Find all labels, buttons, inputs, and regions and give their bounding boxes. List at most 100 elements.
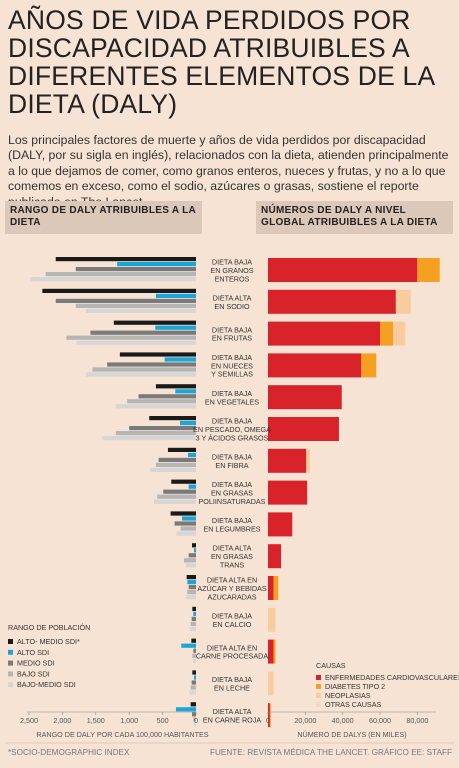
right-bar: [268, 480, 308, 505]
category-label-line: EN LEGUMBRES: [203, 525, 260, 534]
category-label-line: EN GRASAS: [211, 552, 253, 561]
left-bar: [188, 585, 196, 590]
left-bar: [190, 685, 196, 690]
left-bar: [192, 670, 196, 675]
category-label-line: DIETA ALTA EN: [207, 643, 257, 652]
category-label: DIETA BAJA EN GRANOS ENTEROS: [210, 258, 253, 284]
category-label-line: DIETA BAJA: [212, 612, 252, 621]
left-bar: [66, 335, 197, 340]
left-chart-header: RANGO DE DALY ATRIBUIBLES A LA DIETA: [5, 201, 202, 234]
left-bar: [192, 606, 196, 611]
left-bar: [183, 558, 196, 563]
left-bar: [189, 690, 196, 695]
right-bar: [268, 639, 274, 664]
right-bar: [268, 321, 380, 346]
category-label-line: AZUCARADAS: [207, 592, 256, 601]
left-bar: [42, 288, 196, 293]
category-label-line: TRANS: [220, 561, 245, 570]
left-bar: [191, 616, 196, 621]
left-bar: [75, 267, 196, 272]
right-bar: [268, 703, 270, 728]
category-label-line: EN CARNE ROJA: [203, 715, 262, 724]
left-bar: [45, 272, 197, 277]
right-legend-label: DIABETES TIPO 2: [325, 682, 385, 691]
category-label-line: DIETA ALTA: [213, 544, 252, 553]
left-bar: [129, 426, 196, 431]
left-bar: [193, 658, 196, 663]
left-bar: [85, 372, 196, 377]
left-bar: [127, 399, 196, 404]
category-label-line: POLIINSATURADAS: [199, 497, 266, 506]
right-legend-swatch: [316, 675, 321, 680]
category-label-line: DIETA BAJA: [212, 353, 252, 362]
left-bar: [189, 626, 196, 631]
right-legend-title: CAUSAS: [316, 661, 346, 670]
left-bar: [85, 308, 196, 313]
right-legend-label: OTRAS CAUSAS: [325, 700, 382, 709]
left-bar: [187, 580, 196, 585]
category-label-line: DIETA BAJA: [212, 480, 252, 489]
right-bar: [268, 607, 276, 632]
left-bar: [30, 277, 197, 282]
left-tick-label: 2,000: [53, 716, 71, 725]
left-bar: [155, 325, 196, 330]
left-bar: [163, 489, 196, 494]
left-bar: [191, 638, 196, 643]
category-label-line: DIETA BAJA: [212, 675, 252, 684]
left-bar: [188, 484, 196, 489]
right-bar: [273, 639, 276, 664]
left-bar: [188, 553, 196, 558]
right-bar: [268, 289, 396, 314]
category-label-line: EN GRANOS: [210, 266, 253, 275]
left-bar: [193, 648, 196, 653]
right-bar: [268, 512, 293, 537]
left-bar: [117, 262, 196, 267]
category-label-line: DIETA BAJA: [212, 258, 252, 267]
category-label-line: AZÚCAR Y BEBIDAS: [197, 584, 266, 593]
left-bar: [176, 531, 196, 536]
left-bar: [171, 479, 196, 484]
left-bar: [75, 303, 196, 308]
right-legend-swatch: [316, 684, 321, 689]
category-label-line: 3 Y ÁCIDOS GRASOS: [196, 433, 269, 442]
left-bar: [185, 563, 196, 568]
category-label: DIETA ALTA EN CARNE ROJA: [203, 707, 262, 724]
right-tick-label: 0: [266, 716, 270, 725]
right-legend-swatch: [316, 693, 321, 698]
category-label: DIETA BAJA EN PESCADO, OMEGA 3 Y ÁCIDOS GR…: [193, 417, 271, 443]
left-bar: [181, 516, 196, 521]
right-tick-label: 60,000: [369, 716, 391, 725]
right-bar: [268, 448, 307, 473]
left-bar: [186, 575, 196, 580]
category-label-line: DIETA ALTA: [213, 294, 252, 303]
left-bar: [193, 675, 196, 680]
page-title: AÑOS DE VIDA PERDIDOS POR DISCAPACIDAD A…: [8, 5, 434, 119]
category-label: DIETA BAJA EN LEGUMBRES: [203, 516, 260, 533]
left-bar: [192, 653, 196, 658]
category-label: DIETA ALTA EN AZÚCAR Y BEBIDAS AZUCARADAS: [197, 576, 266, 602]
left-bar: [113, 320, 196, 325]
left-tick-label: 500: [157, 716, 169, 725]
left-bar: [179, 421, 196, 426]
right-legend-label: ENFERMEDADES CARDIOVASCULARES: [325, 673, 459, 682]
left-bar: [164, 357, 196, 362]
category-label-line: DIETA ALTA EN: [207, 576, 257, 585]
left-legend-swatch: [8, 682, 13, 688]
right-bar: [268, 544, 282, 569]
category-label-line: Y SEMILLAS: [211, 370, 253, 379]
category-label-line: EN FRUTAS: [212, 334, 252, 343]
left-bar: [193, 611, 196, 616]
left-bar: [102, 436, 196, 441]
left-bar: [191, 680, 196, 685]
category-label-line: DIETA BAJA: [212, 417, 252, 426]
category-label-line: DIETA BAJA: [212, 453, 252, 462]
category-label: DIETA BAJA EN FIBRA: [212, 453, 252, 470]
left-bar: [158, 457, 196, 462]
left-bar: [180, 526, 196, 531]
category-label: DIETA ALTA EN CARNE PROCESADA: [196, 643, 268, 660]
left-legend-swatch: [8, 639, 13, 644]
right-bar: [380, 321, 394, 346]
left-legend-label: ALTO- MEDIO SDI*: [17, 637, 80, 646]
category-label-line: DIETA BAJA: [212, 325, 252, 334]
left-bar: [175, 707, 196, 712]
